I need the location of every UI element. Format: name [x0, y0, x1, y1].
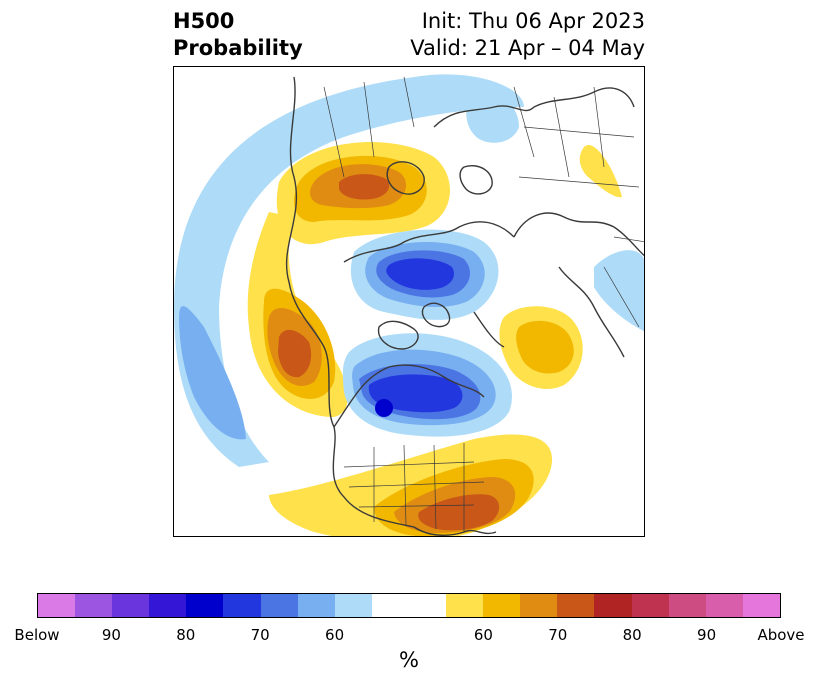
product-label: Probability [173, 36, 303, 60]
probability-colorbar [37, 593, 781, 618]
borders [323, 76, 644, 532]
colorbar-segment [371, 594, 447, 617]
colorbar-unit-label: % [399, 648, 419, 672]
above-anomaly-north-pacific [247, 212, 348, 417]
map-panel [173, 66, 645, 537]
colorbar-tick-label: 90 [697, 626, 717, 644]
colorbar-segment [705, 594, 743, 617]
below-anomaly-arctic [350, 229, 499, 320]
colorbar-segment [297, 594, 335, 617]
colorbar-segment [668, 594, 706, 617]
colorbar-segment [112, 594, 150, 617]
colorbar-segment [742, 594, 780, 617]
colorbar-tick-label: Below [14, 626, 60, 644]
colorbar-segment [149, 594, 187, 617]
map-title: H500 Probability [173, 8, 303, 62]
valid-range: Valid: 21 Apr – 04 May [410, 36, 645, 60]
colorbar-segment [223, 594, 261, 617]
colorbar-segment [483, 594, 521, 617]
colorbar-segment [557, 594, 595, 617]
colorbar-segment [631, 594, 669, 617]
valid-info: Init: Thu 06 Apr 2023 Valid: 21 Apr – 04… [410, 8, 645, 62]
colorbar-tick-label: 70 [548, 626, 568, 644]
colorbar-segment [186, 594, 224, 617]
colorbar-segment [260, 594, 298, 617]
above-anomaly-siberia [276, 142, 451, 245]
colorbar-segment [334, 594, 372, 617]
minor-anomalies [466, 91, 644, 331]
colorbar-tick-label: 60 [325, 626, 345, 644]
colorbar-segment [75, 594, 113, 617]
init-date: Init: Thu 06 Apr 2023 [421, 9, 645, 33]
above-anomaly-atlantic [499, 306, 583, 389]
colorbar-tick-label: 60 [473, 626, 493, 644]
colorbar-tick-label: 80 [622, 626, 642, 644]
colorbar-segment [520, 594, 558, 617]
colorbar-tick-label: 80 [176, 626, 196, 644]
probability-map [174, 67, 644, 536]
colorbar-tick-label: 90 [101, 626, 121, 644]
colorbar-segment [38, 594, 76, 617]
colorbar-tick-label: Above [757, 626, 805, 644]
colorbar-segment [446, 594, 484, 617]
below-anomaly-pacific-ring [174, 74, 524, 467]
colorbar-segment [594, 594, 632, 617]
below-anomaly-canada [342, 333, 512, 437]
colorbar-tick-label: 70 [250, 626, 270, 644]
variable-label: H500 [173, 9, 235, 33]
above-anomaly-southeast-us [269, 434, 553, 536]
